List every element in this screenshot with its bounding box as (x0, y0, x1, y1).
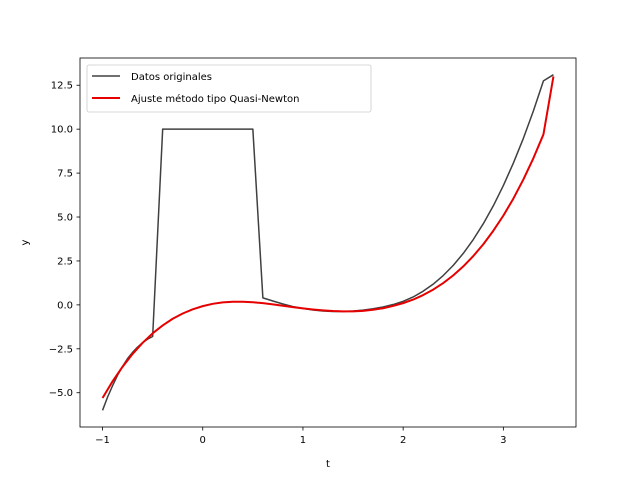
y-tick-label: −5.0 (49, 388, 73, 399)
x-tick-label: 2 (400, 435, 406, 446)
y-tick-label: 2.5 (57, 256, 73, 267)
x-tick-label: −1 (95, 435, 110, 446)
y-tick-label: 5.0 (57, 213, 73, 224)
x-tick-label: 3 (500, 435, 506, 446)
y-tick-label: 0.0 (57, 300, 73, 311)
legend-entry-2: Ajuste método tipo Quasi-Newton (131, 93, 299, 105)
legend-box (86, 64, 372, 113)
y-axis-label: y (20, 239, 31, 245)
plot-area (101, 74, 555, 411)
y-tick-label: 10.0 (51, 125, 73, 136)
x-axis-label: t (326, 459, 330, 470)
y-tick-label: 7.5 (57, 169, 73, 180)
y-axis-ticks: −5.0 −2.5 0.0 2.5 5.0 7.5 10.0 12.5 (49, 81, 80, 399)
legend-entry-1: Datos originales (131, 72, 212, 83)
legend: Datos originales Ajuste método tipo Quasi… (86, 64, 372, 113)
y-tick-label: −2.5 (49, 344, 73, 355)
y-tick-label: 12.5 (51, 81, 73, 92)
x-tick-label: 1 (300, 435, 306, 446)
axes-frame (79, 57, 577, 428)
x-axis-ticks: −1 0 1 2 3 (95, 427, 507, 446)
series-line-2 (101, 76, 555, 399)
x-tick-label: 0 (200, 435, 206, 446)
